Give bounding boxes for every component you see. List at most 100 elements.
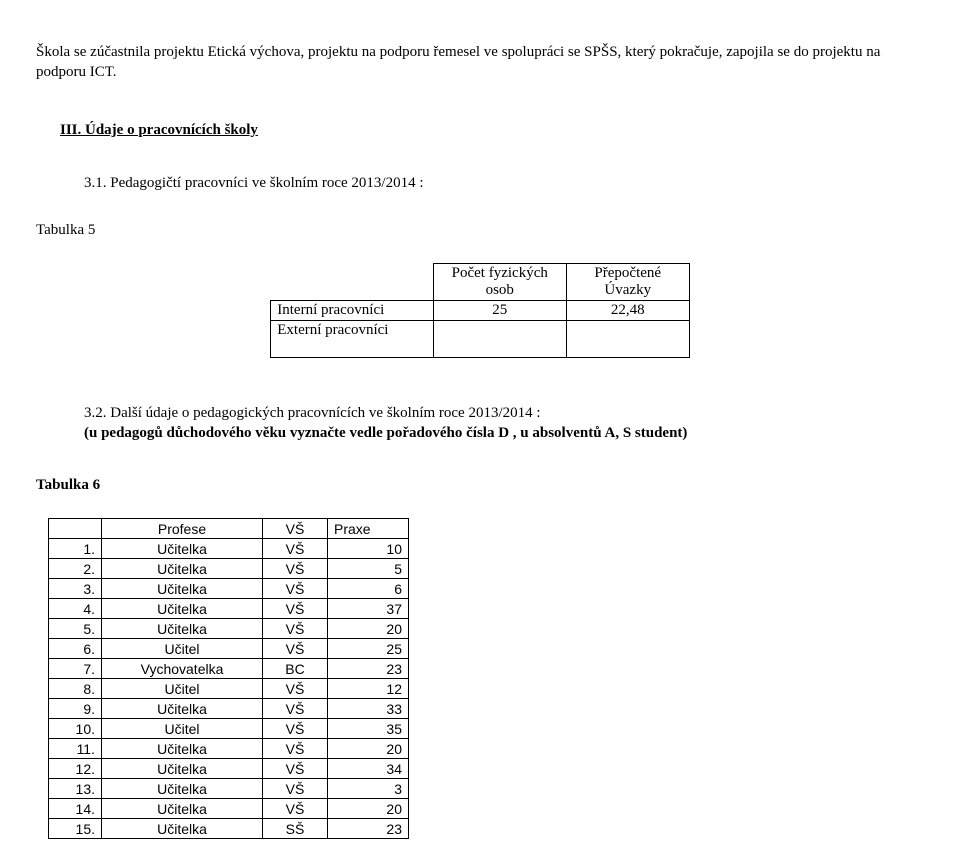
table6-cell-profese: Učitelka [102,759,263,779]
table6-row: 4.UčitelkaVŠ37 [49,599,409,619]
table6-row: 15.UčitelkaSŠ23 [49,819,409,839]
table6-cell-degree: VŠ [263,759,328,779]
table6-cell-degree: BC [263,659,328,679]
table6-row: 9.UčitelkaVŠ33 [49,699,409,719]
table6-cell-profese: Učitel [102,639,263,659]
table6-row: 10.UčitelVŠ35 [49,719,409,739]
table6-cell-degree: VŠ [263,739,328,759]
table6-cell-profese: Učitelka [102,539,263,559]
table6-cell-profese: Učitelka [102,699,263,719]
table6-cell-index: 6. [49,639,102,659]
table6-cell-degree: VŠ [263,559,328,579]
table6-header-row: Profese VŠ Praxe [49,519,409,539]
table6-cell-profese: Učitelka [102,779,263,799]
table6-row: 2.UčitelkaVŠ5 [49,559,409,579]
table6-cell-praxe: 20 [328,619,409,639]
table6-cell-profese: Učitelka [102,599,263,619]
table6-cell-index: 10. [49,719,102,739]
table5-cell-value: 22,48 [566,301,689,321]
table6-cell-degree: VŠ [263,619,328,639]
table6-row: 8.UčitelVŠ12 [49,679,409,699]
table6-cell-profese: Učitelka [102,559,263,579]
table6-row: 3.UčitelkaVŠ6 [49,579,409,599]
table6-cell-index: 7. [49,659,102,679]
table5-cell-label: Interní pracovníci [271,301,434,321]
table6-cell-praxe: 20 [328,739,409,759]
table6-cell-index: 1. [49,539,102,559]
table6: Profese VŠ Praxe 1.UčitelkaVŠ102.Učitelk… [48,518,409,839]
table6-cell-degree: VŠ [263,779,328,799]
table6-cell-degree: VŠ [263,699,328,719]
table6-cell-profese: Vychovatelka [102,659,263,679]
table6-row: 7.VychovatelkaBC23 [49,659,409,679]
table6-header-praxe: Praxe [328,519,409,539]
table6-cell-praxe: 5 [328,559,409,579]
table6-cell-degree: VŠ [263,639,328,659]
subsection-3-2: 3.2. Další údaje o pedagogických pracovn… [84,404,924,443]
table5-header-count: Počet fyzických osob [433,264,566,301]
table5-header-uvazky: Přepočtené Úvazky [566,264,689,301]
table6-row: 14.UčitelkaVŠ20 [49,799,409,819]
table6-cell-praxe: 35 [328,719,409,739]
table6-cell-index: 9. [49,699,102,719]
table6-cell-degree: VŠ [263,579,328,599]
table6-row: 5.UčitelkaVŠ20 [49,619,409,639]
table6-header-degree: VŠ [263,519,328,539]
table6-cell-degree: VŠ [263,679,328,699]
table6-cell-praxe: 10 [328,539,409,559]
table5-row-external: Externí pracovníci [271,321,690,358]
table6-cell-profese: Učitelka [102,819,263,839]
table6-cell-index: 2. [49,559,102,579]
table5-caption: Tabulka 5 [36,222,924,239]
table5-cell-value: 25 [433,301,566,321]
table6-cell-index: 15. [49,819,102,839]
table6-caption: Tabulka 6 [36,477,924,494]
table6-cell-index: 11. [49,739,102,759]
table6-cell-index: 3. [49,579,102,599]
table6-cell-praxe: 25 [328,639,409,659]
table6-cell-profese: Učitelka [102,739,263,759]
table6-cell-degree: VŠ [263,719,328,739]
table6-row: 13.UčitelkaVŠ3 [49,779,409,799]
table6-row: 6.UčitelVŠ25 [49,639,409,659]
table6-row: 1.UčitelkaVŠ10 [49,539,409,559]
table6-cell-index: 13. [49,779,102,799]
table6-cell-degree: VŠ [263,599,328,619]
table6-cell-degree: VŠ [263,539,328,559]
intro-paragraph: Škola se zúčastnila projektu Etická vých… [36,43,924,82]
subsection-3-1: 3.1. Pedagogičtí pracovníci ve školním r… [84,175,924,192]
table6-cell-index: 5. [49,619,102,639]
table6-cell-profese: Učitel [102,719,263,739]
table6-cell-praxe: 3 [328,779,409,799]
table5-cell-value [566,321,689,358]
table6-cell-praxe: 12 [328,679,409,699]
table6-cell-praxe: 33 [328,699,409,719]
table6-cell-profese: Učitel [102,679,263,699]
table6-header-profese: Profese [102,519,263,539]
table5-cell-value [433,321,566,358]
table5-cell-label: Externí pracovníci [271,321,434,358]
table6-cell-index: 8. [49,679,102,699]
table6-cell-praxe: 20 [328,799,409,819]
table6-header-blank [49,519,102,539]
table6-cell-index: 12. [49,759,102,779]
table6-cell-profese: Učitelka [102,579,263,599]
table6-row: 11.UčitelkaVŠ20 [49,739,409,759]
table6-cell-degree: VŠ [263,799,328,819]
table6-cell-profese: Učitelka [102,799,263,819]
table6-cell-praxe: 23 [328,659,409,679]
table6-cell-praxe: 23 [328,819,409,839]
table6-cell-profese: Učitelka [102,619,263,639]
table6-cell-index: 14. [49,799,102,819]
table6-cell-praxe: 6 [328,579,409,599]
table5: Počet fyzických osob Přepočtené Úvazky I… [270,263,690,358]
table6-cell-praxe: 37 [328,599,409,619]
table6-cell-praxe: 34 [328,759,409,779]
subsection-3-2-line1: 3.2. Další údaje o pedagogických pracovn… [84,405,541,421]
table6-cell-degree: SŠ [263,819,328,839]
section-iii-heading: III. Údaje o pracovnících školy [60,122,924,139]
table6-cell-index: 4. [49,599,102,619]
subsection-3-2-line2: (u pedagogů důchodového věku vyznačte ve… [84,425,687,441]
table5-row-internal: Interní pracovníci 25 22,48 [271,301,690,321]
table6-row: 12.UčitelkaVŠ34 [49,759,409,779]
